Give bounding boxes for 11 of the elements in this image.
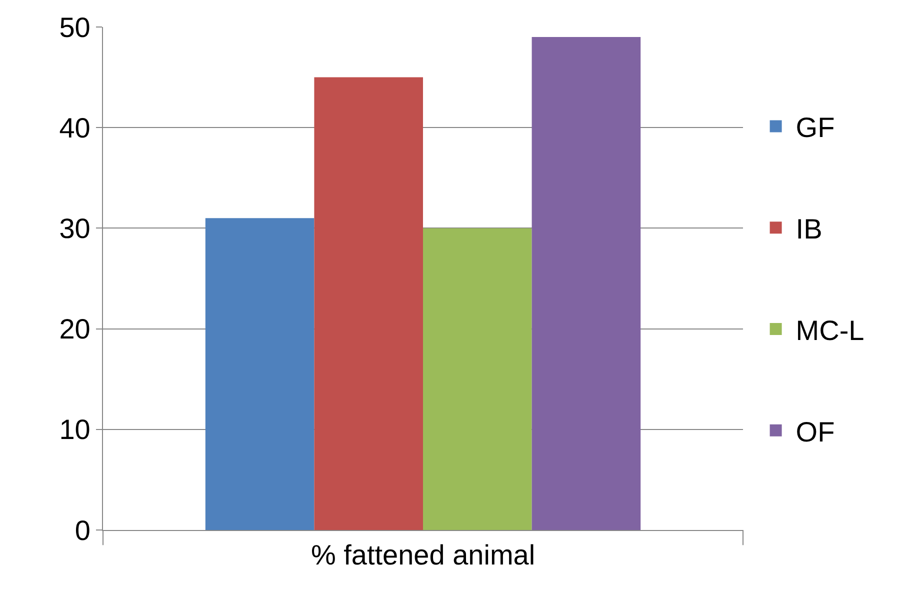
y-tick-label: 0	[74, 514, 90, 546]
y-tick-label: 50	[59, 12, 90, 43]
legend-label: MC-L	[796, 314, 864, 346]
legend-label: GF	[796, 112, 835, 144]
legend-label: IB	[796, 214, 822, 245]
y-tick-label: 20	[59, 314, 90, 345]
y-tick-label: 30	[59, 213, 90, 244]
x-tick-label: % fattened animal	[310, 540, 536, 571]
y-tick-label: 10	[59, 414, 90, 446]
y-tick-label: 40	[59, 112, 90, 144]
legend-label: OF	[796, 416, 835, 448]
